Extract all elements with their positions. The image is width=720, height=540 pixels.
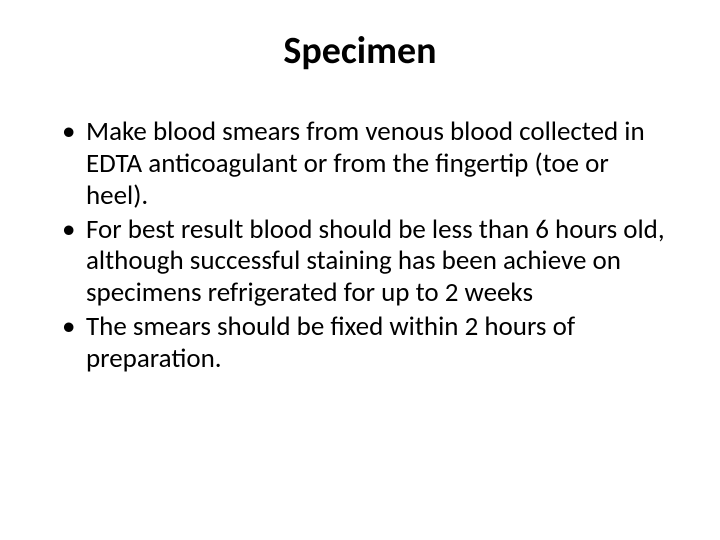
bullet-item: Make blood smears from venous blood coll…: [60, 116, 670, 212]
bullet-item: For best result blood should be less tha…: [60, 214, 670, 310]
bullet-item: The smears should be fixed within 2 hour…: [60, 311, 670, 375]
slide: Specimen Make blood smears from venous b…: [0, 0, 720, 540]
bullet-list: Make blood smears from venous blood coll…: [60, 116, 670, 375]
slide-title: Specimen: [40, 28, 680, 74]
slide-body: Make blood smears from venous blood coll…: [40, 116, 680, 375]
